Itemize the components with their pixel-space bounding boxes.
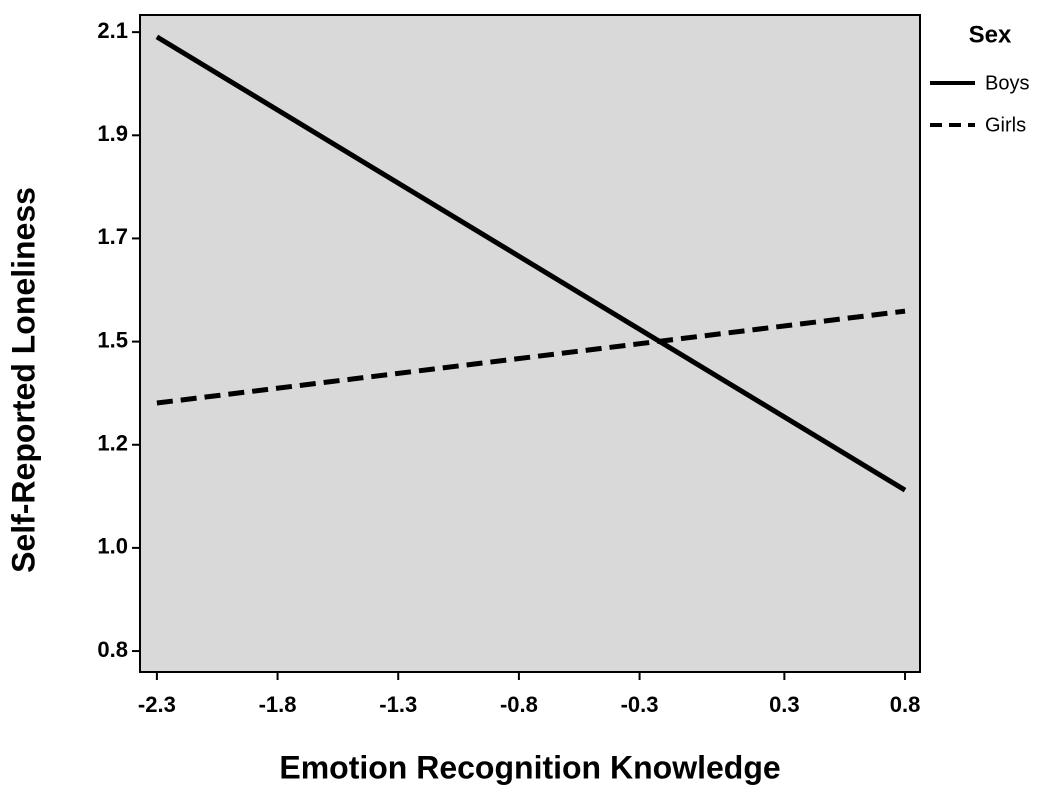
x-tick-label: -0.3 [621, 692, 659, 717]
legend-label: Boys [985, 72, 1029, 94]
x-tick-label: -2.3 [138, 692, 176, 717]
legend-label: Girls [985, 114, 1026, 136]
x-tick-label: 0.8 [890, 692, 921, 717]
x-tick-label: 0.3 [769, 692, 800, 717]
x-tick-label: -1.8 [259, 692, 297, 717]
y-tick-label: 0.8 [97, 637, 128, 662]
plot-area [139, 14, 921, 673]
y-tick-label: 1.5 [97, 327, 128, 352]
x-axis-title: Emotion Recognition Knowledge [279, 749, 780, 785]
y-axis-title: Self-Reported Loneliness [5, 187, 41, 573]
legend-title: Sex [969, 21, 1012, 48]
x-tick-label: -1.3 [379, 692, 417, 717]
y-tick-label: 1.2 [97, 431, 128, 456]
series-line [156, 308, 906, 406]
y-tick-label: 1.0 [97, 534, 128, 559]
y-tick-label: 1.9 [97, 121, 128, 146]
series-line [155, 34, 907, 493]
x-tick-label: -0.8 [500, 692, 538, 717]
y-tick-label: 1.7 [97, 224, 128, 249]
y-tick-label: 2.1 [97, 18, 128, 43]
